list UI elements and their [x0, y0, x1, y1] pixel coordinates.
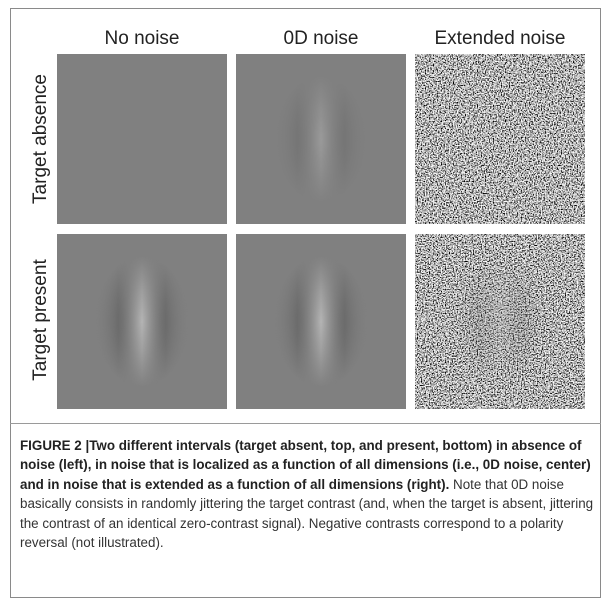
gabor-patch: [236, 54, 406, 224]
caption-text: Note that 0D noise basically consists in…: [20, 476, 594, 551]
stimulus-panel: [57, 54, 227, 224]
caption: FIGURE 2 |Two different intervals (targe…: [20, 436, 594, 552]
column-header: Extended noise: [435, 28, 566, 49]
column-header: No noise: [105, 28, 180, 49]
figure-frame: [10, 8, 601, 598]
column-header: 0D noise: [284, 28, 359, 49]
row-label: Target absence: [30, 74, 51, 204]
noise-panel: [415, 54, 585, 224]
gabor-patch: [57, 234, 227, 409]
gabor-patch: [415, 234, 585, 409]
gabor-patch: [236, 234, 406, 409]
divider: [10, 423, 601, 424]
caption-bold: Two different intervals (target absent, …: [20, 438, 591, 492]
caption-label: FIGURE 2 |: [20, 438, 90, 453]
figure: No noise 0D noise Extended noise Target …: [30, 28, 585, 409]
row-label: Target present: [30, 259, 51, 381]
